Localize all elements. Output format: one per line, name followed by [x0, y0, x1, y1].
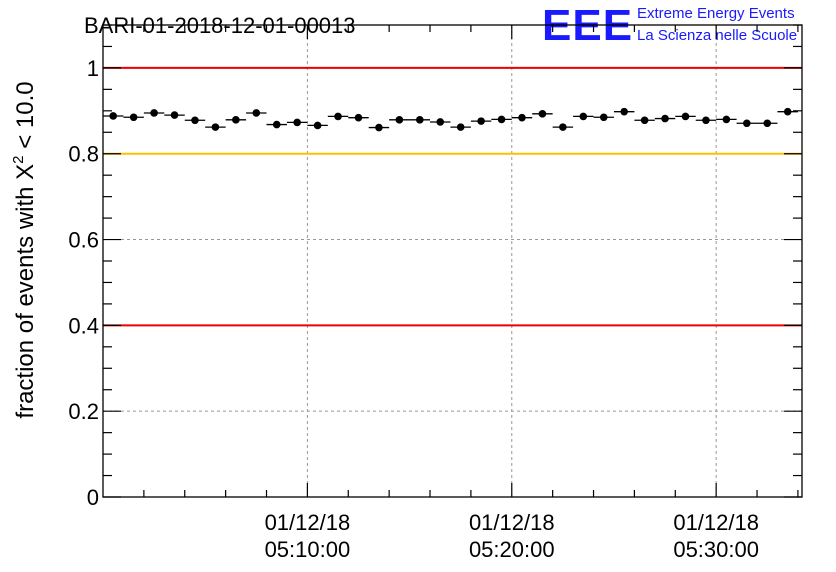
x-tick-label-time: 05:10:00	[265, 537, 351, 562]
data-point-marker	[436, 118, 445, 126]
data-point-0	[103, 112, 124, 120]
data-point-29	[695, 116, 717, 125]
data-point-21	[532, 110, 553, 118]
y-tick-label: 0.4	[68, 313, 99, 338]
data-point-5	[205, 123, 226, 131]
data-point-10	[307, 121, 328, 130]
data-point-marker	[334, 112, 342, 121]
data-point-marker	[579, 112, 588, 121]
data-point-marker	[252, 109, 261, 117]
logo-line-1: Extreme Energy Events	[637, 5, 795, 22]
x-tick-label-date: 01/12/18	[469, 510, 555, 535]
logo-line-2: La Scienza nelle Scuole	[637, 27, 797, 44]
data-point-marker	[620, 107, 628, 116]
y-tick-label: 0.8	[68, 142, 99, 167]
data-point-14	[389, 116, 410, 124]
reference-lines	[103, 66, 802, 327]
data-point-11	[327, 112, 349, 121]
data-point-marker	[477, 117, 485, 125]
data-point-marker	[313, 121, 322, 130]
y-tick-label: 1	[87, 56, 99, 81]
data-point-24	[593, 113, 614, 122]
data-point-marker	[640, 116, 649, 125]
x-tick-label-time: 05:20:00	[469, 537, 555, 562]
data-point-marker	[129, 113, 138, 122]
data-point-15	[409, 116, 431, 124]
data-point-1	[123, 113, 144, 122]
data-point-marker	[497, 115, 506, 124]
data-point-marker	[661, 114, 669, 123]
data-point-31	[736, 119, 758, 128]
data-point-2	[143, 109, 165, 117]
grid	[103, 25, 802, 497]
data-point-28	[675, 112, 696, 121]
data-point-marker	[272, 120, 281, 129]
data-point-marker	[109, 112, 118, 120]
data-point-marker	[170, 111, 179, 119]
data-point-22	[552, 123, 574, 131]
y-axis-title-suffix: < 10.0	[12, 81, 39, 155]
data-point-32	[757, 119, 778, 128]
data-point-marker	[518, 113, 526, 122]
data-point-12	[348, 113, 369, 122]
data-point-marker	[538, 110, 547, 118]
axes: 00.20.40.60.8101/12/1805:10:0001/12/1805…	[68, 24, 803, 562]
data-point-7	[246, 109, 267, 117]
y-axis-title: fraction of events with X2 < 10.0	[10, 81, 39, 418]
data-point-marker	[743, 119, 751, 128]
data-point-marker	[150, 109, 158, 117]
data-point-26	[634, 116, 655, 125]
data-point-33	[777, 107, 798, 116]
data-point-4	[184, 116, 206, 125]
data-point-3	[164, 111, 185, 119]
y-tick-label: 0	[87, 485, 99, 510]
data-point-marker	[191, 116, 199, 125]
y-tick-label: 0.6	[68, 228, 99, 253]
data-point-23	[573, 112, 594, 121]
y-axis-title-prefix: fraction of events with	[12, 180, 39, 419]
data-point-20	[511, 113, 533, 122]
data-point-marker	[559, 123, 567, 131]
data-point-9	[286, 118, 308, 127]
data-point-marker	[415, 116, 424, 124]
data-point-18	[470, 117, 492, 125]
y-tick-label: 0.2	[68, 399, 99, 424]
y-axis-title-chi: X	[12, 164, 39, 180]
data-point-marker	[293, 118, 301, 127]
data-point-marker	[783, 107, 792, 116]
data-point-25	[613, 107, 635, 116]
data-point-8	[266, 120, 287, 129]
data-point-marker	[232, 116, 240, 124]
x-tick-label-date: 01/12/18	[673, 510, 759, 535]
y-axis-title-exponent: 2	[10, 155, 27, 163]
data-point-6	[225, 116, 247, 124]
data-point-marker	[599, 113, 608, 122]
data-point-marker	[395, 116, 404, 124]
data-point-16	[430, 118, 451, 126]
data-point-17	[450, 123, 471, 131]
data-point-marker	[681, 112, 690, 121]
x-tick-label-time: 05:30:00	[673, 537, 759, 562]
data-point-30	[716, 115, 737, 124]
data-point-19	[491, 115, 512, 124]
data-point-13	[368, 123, 390, 132]
data-point-marker	[456, 123, 465, 131]
data-point-27	[654, 114, 676, 123]
data-point-marker	[763, 119, 772, 128]
data-points	[103, 107, 798, 132]
data-point-marker	[211, 123, 220, 131]
data-point-marker	[722, 115, 731, 124]
x-tick-label-date: 01/12/18	[265, 510, 351, 535]
data-point-marker	[375, 123, 383, 132]
data-point-marker	[702, 116, 710, 125]
plot-frame	[102, 24, 803, 498]
data-point-marker	[354, 113, 363, 122]
